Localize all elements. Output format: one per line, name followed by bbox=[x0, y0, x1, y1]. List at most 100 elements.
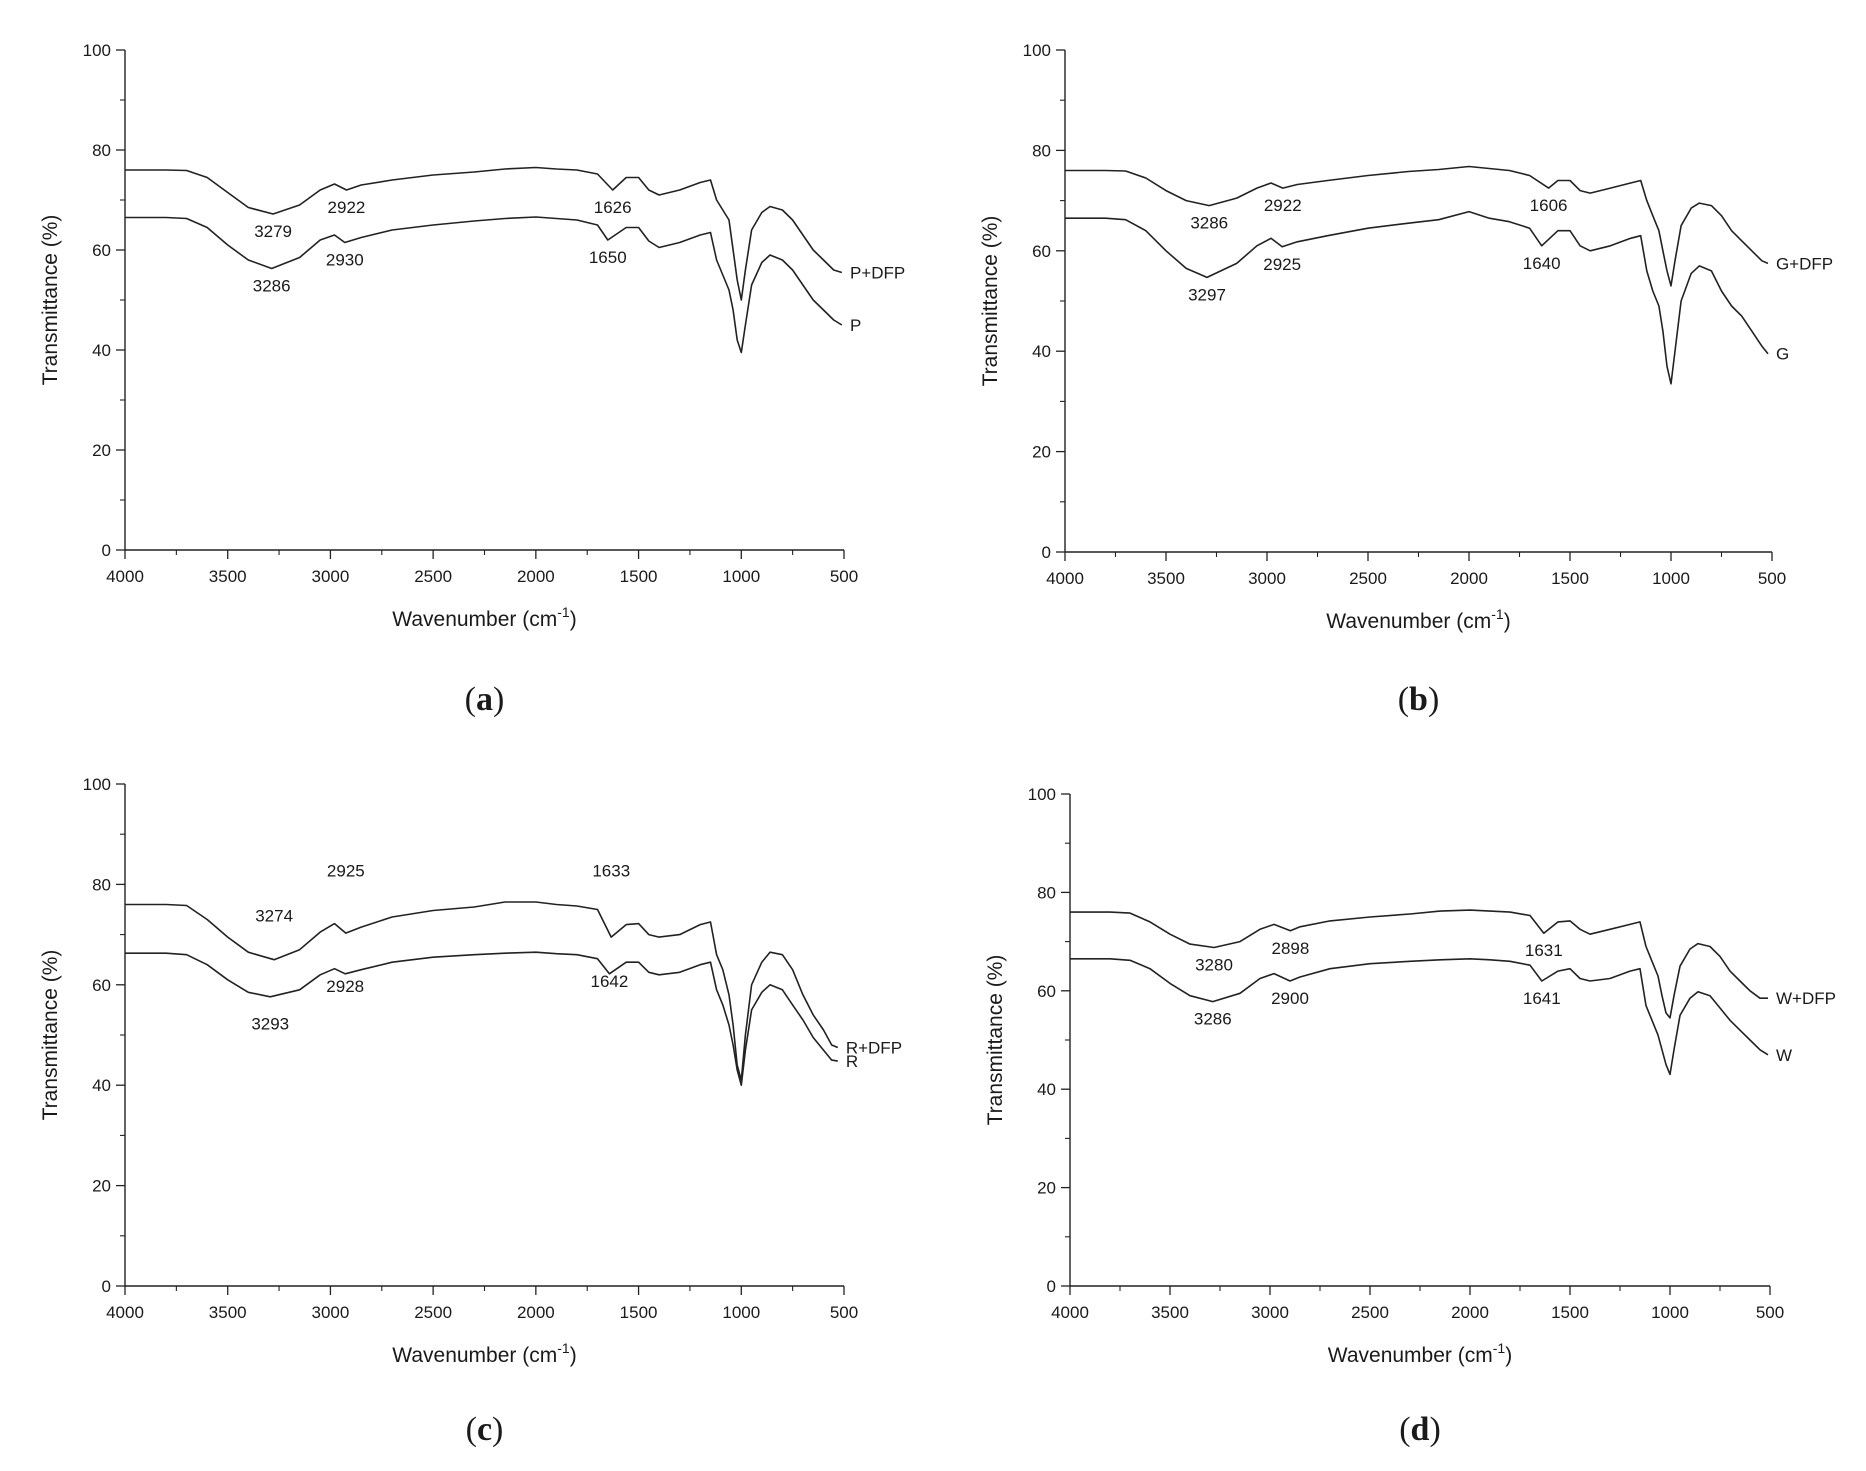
x-axis-title-superscript: -1 bbox=[1491, 606, 1504, 622]
y-tick-label: 100 bbox=[83, 41, 111, 60]
caption-letter: d bbox=[1411, 1411, 1430, 1448]
series-line-P+DFP bbox=[125, 166, 843, 301]
y-tick-label: 0 bbox=[102, 1277, 111, 1296]
panel-d: 0 20 40 60 80 100 4000 3500 3000 2500 2000 1500 1000… bbox=[984, 785, 1836, 1448]
y-axis-title: Transmittance (%) bbox=[39, 950, 62, 1121]
y-tick-label: 60 bbox=[1032, 242, 1051, 261]
x-tick-label: 4000 bbox=[106, 1303, 144, 1322]
x-axis-title-superscript: -1 bbox=[1493, 1340, 1506, 1356]
caption-letter: c bbox=[477, 1411, 492, 1448]
caption-letter: a bbox=[476, 681, 493, 718]
series-line-R+DFP bbox=[125, 901, 839, 1081]
x-axis-title-close: ) bbox=[1505, 1344, 1512, 1367]
y-tick-label: 20 bbox=[92, 1177, 111, 1196]
y-tick-label: 20 bbox=[1032, 443, 1051, 462]
x-axis-title-main: Wavenumber (cm bbox=[1328, 1344, 1493, 1367]
panel-a: 0 20 40 60 80 100 4000 3500 3000 2500 2000 1500 1000… bbox=[39, 41, 905, 718]
y-tick-label: 100 bbox=[1028, 785, 1056, 804]
peak-label: 2900 bbox=[1271, 989, 1309, 1008]
caption-letter: b bbox=[1409, 681, 1428, 718]
peak-label: 1650 bbox=[589, 248, 627, 267]
y-tick-label: 60 bbox=[92, 241, 111, 260]
y-tick-label: 0 bbox=[1047, 1277, 1056, 1296]
y-tick-label: 0 bbox=[102, 541, 111, 560]
x-tick-label: 1000 bbox=[1651, 1303, 1689, 1322]
x-axis-title-superscript: -1 bbox=[557, 604, 570, 620]
x-tick-label: 500 bbox=[1758, 569, 1786, 588]
x-tick-label: 3000 bbox=[312, 567, 350, 586]
y-tick-label: 100 bbox=[1023, 41, 1051, 60]
panel-b: 0 20 40 60 80 100 4000 3500 3000 2500 2000 1500 1000… bbox=[979, 41, 1833, 718]
peak-label: 2925 bbox=[327, 861, 365, 880]
x-tick-label: 2000 bbox=[1451, 1303, 1489, 1322]
peak-label: 3297 bbox=[1188, 285, 1226, 304]
series-end-label: G bbox=[1776, 345, 1789, 364]
x-axis-title-main: Wavenumber (cm bbox=[1326, 610, 1491, 633]
x-axis-title-superscript: -1 bbox=[557, 1340, 570, 1356]
x-tick-label: 1500 bbox=[620, 1303, 658, 1322]
series-line-W+DFP bbox=[1070, 909, 1768, 1019]
y-tick-label: 80 bbox=[1037, 883, 1056, 902]
x-tick-label: 2000 bbox=[517, 1303, 555, 1322]
panel-caption: (d) bbox=[1399, 1411, 1441, 1448]
y-tick-label: 40 bbox=[1037, 1080, 1056, 1099]
x-tick-label: 2500 bbox=[414, 567, 452, 586]
peak-label: 2898 bbox=[1271, 939, 1309, 958]
x-tick-label: 4000 bbox=[1051, 1303, 1089, 1322]
y-axis-title: Transmittance (%) bbox=[984, 955, 1007, 1126]
x-tick-label: 2500 bbox=[1351, 1303, 1389, 1322]
series-end-label: W+DFP bbox=[1776, 989, 1836, 1008]
peak-label: 3274 bbox=[255, 907, 293, 926]
peak-label: 1626 bbox=[594, 198, 632, 217]
caption-close-paren: ) bbox=[1428, 681, 1439, 718]
y-axis-title: Transmittance (%) bbox=[979, 216, 1002, 387]
y-tick-label: 60 bbox=[1037, 982, 1056, 1001]
caption-open-paren: ( bbox=[1398, 681, 1409, 718]
x-tick-label: 3500 bbox=[209, 1303, 247, 1322]
peak-label: 3286 bbox=[253, 277, 291, 296]
panel-caption: (a) bbox=[465, 681, 505, 718]
x-tick-label: 1500 bbox=[620, 567, 658, 586]
x-tick-label: 3500 bbox=[1147, 569, 1185, 588]
x-axis-title-close: ) bbox=[570, 1344, 577, 1367]
peak-label: 3286 bbox=[1190, 214, 1228, 233]
peak-label: 1642 bbox=[590, 972, 628, 991]
series-end-label: W bbox=[1776, 1046, 1792, 1065]
x-tick-label: 2500 bbox=[1349, 569, 1387, 588]
x-axis-title-main: Wavenumber (cm bbox=[392, 1344, 557, 1367]
x-axis-title-main: Wavenumber (cm bbox=[392, 608, 557, 631]
x-axis-title-close: ) bbox=[1504, 610, 1511, 633]
x-tick-label: 3000 bbox=[312, 1303, 350, 1322]
x-tick-label: 4000 bbox=[1046, 569, 1084, 588]
series-line-R bbox=[125, 951, 838, 1086]
y-tick-label: 100 bbox=[83, 775, 111, 794]
peak-label: 2922 bbox=[328, 198, 366, 217]
peak-label: 1631 bbox=[1525, 941, 1563, 960]
x-tick-label: 2000 bbox=[1450, 569, 1488, 588]
x-tick-label: 2500 bbox=[414, 1303, 452, 1322]
peak-label: 2925 bbox=[1263, 255, 1301, 274]
peak-label: 1640 bbox=[1523, 254, 1561, 273]
series-end-label: P+DFP bbox=[850, 264, 905, 283]
y-tick-label: 40 bbox=[92, 341, 111, 360]
x-axis-title: Wavenumber (cm-1) bbox=[1326, 606, 1510, 633]
x-tick-label: 2000 bbox=[517, 567, 555, 586]
y-tick-label: 80 bbox=[92, 141, 111, 160]
x-tick-label: 500 bbox=[830, 567, 858, 586]
x-tick-label: 1500 bbox=[1551, 569, 1589, 588]
x-tick-label: 1500 bbox=[1551, 1303, 1589, 1322]
x-tick-label: 3500 bbox=[209, 567, 247, 586]
x-tick-label: 500 bbox=[1756, 1303, 1784, 1322]
y-tick-label: 80 bbox=[92, 875, 111, 894]
y-axis-title: Transmittance (%) bbox=[39, 215, 62, 386]
peak-label: 2930 bbox=[326, 251, 364, 270]
panel-caption: (b) bbox=[1398, 681, 1440, 718]
x-tick-label: 4000 bbox=[106, 567, 144, 586]
peak-label: 3293 bbox=[251, 1015, 289, 1034]
x-tick-label: 1000 bbox=[722, 1303, 760, 1322]
caption-close-paren: ) bbox=[1429, 1411, 1440, 1448]
x-tick-label: 1000 bbox=[1652, 569, 1690, 588]
x-tick-label: 3500 bbox=[1151, 1303, 1189, 1322]
peak-label: 3280 bbox=[1195, 956, 1233, 975]
